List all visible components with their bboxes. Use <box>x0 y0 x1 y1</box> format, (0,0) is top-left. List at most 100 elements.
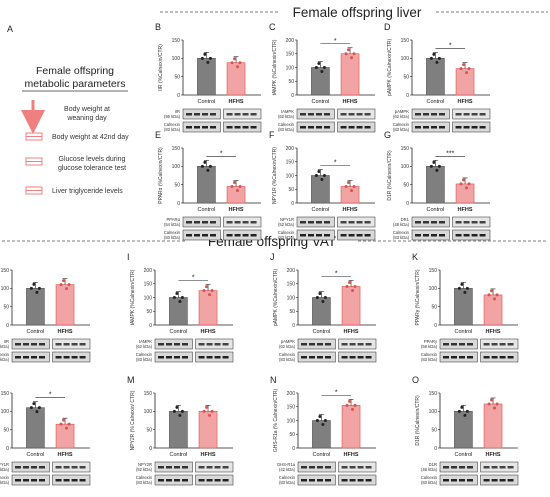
y-tick-label: 100 <box>287 418 296 424</box>
blot-band <box>451 343 457 346</box>
blot-band <box>300 221 306 224</box>
blot-band <box>483 466 490 469</box>
panel-letter: G <box>384 130 391 140</box>
panel-g: G D1R (%Calnexin/CTR) 0 50 100 150 Control HFHS… <box>384 130 491 241</box>
category-label: Control <box>170 452 188 458</box>
calnexin-band <box>341 356 348 359</box>
calnexin-band <box>463 126 470 129</box>
data-point <box>65 426 69 430</box>
category-label: Control <box>170 329 188 335</box>
calnexin-band <box>63 356 70 359</box>
blot-band <box>234 221 241 224</box>
calnexin-strip-hfhs <box>452 229 491 241</box>
calnexin-band <box>234 234 241 237</box>
calnexin-band <box>206 479 213 482</box>
blot-target-kda: (62 kDa) <box>393 114 410 119</box>
calnexin-label: Calnexin <box>0 475 10 480</box>
calnexin-band <box>356 126 363 129</box>
data-point <box>347 181 351 184</box>
bar-hfhs <box>226 186 246 204</box>
data-point <box>344 52 348 56</box>
blot-band <box>206 343 213 346</box>
category-label: HFHS <box>344 329 359 335</box>
blot-band <box>467 466 473 469</box>
data-point <box>175 405 179 409</box>
blot-band <box>340 113 347 116</box>
y-tick-label: 100 <box>429 409 438 415</box>
calnexin-band <box>348 126 355 129</box>
calnexin-band <box>467 479 473 482</box>
calnexin-band <box>158 479 164 482</box>
calnexin-kda: (83 kDa) <box>393 127 410 132</box>
data-point <box>465 286 469 290</box>
data-point <box>37 286 41 290</box>
category-label: Control <box>198 99 216 105</box>
data-point <box>200 164 204 168</box>
calnexin-band <box>356 234 363 237</box>
calnexin-strip-hfhs <box>337 229 376 241</box>
blot-band <box>63 343 70 346</box>
data-point <box>347 48 351 52</box>
calnexin-band <box>15 356 21 359</box>
y-tick-label: 50 <box>146 427 152 433</box>
calnexin-band <box>158 356 164 359</box>
blot-band <box>439 113 445 116</box>
calnexin-strip-control <box>11 474 50 486</box>
data-point <box>178 413 182 417</box>
category-label: Control <box>455 452 473 458</box>
calnexin-band <box>471 126 478 129</box>
data-point <box>344 185 348 188</box>
data-point <box>236 65 240 69</box>
y-tick-label: 0 <box>291 201 294 207</box>
calnexin-band <box>301 356 307 359</box>
calnexin-band <box>357 356 364 359</box>
y-tick-label: 50 <box>3 427 9 433</box>
calnexin-band <box>491 479 498 482</box>
blot-band <box>439 221 445 224</box>
bar-hfhs <box>483 294 503 326</box>
y-tick-label: 0 <box>6 446 9 452</box>
panel-o: O D1R (%Calnexin/CTR) 0 50 100 150 Control HFHS… <box>412 375 519 486</box>
calnexin-strip-hfhs <box>452 121 491 133</box>
data-point <box>35 290 39 294</box>
blot-strip-hfhs <box>338 461 377 473</box>
blot-band <box>463 221 470 224</box>
calnexin-band <box>308 234 314 237</box>
blot-band <box>55 466 62 469</box>
blot-band <box>341 343 348 346</box>
y-tick-label: 0 <box>292 446 295 452</box>
calnexin-band <box>443 356 449 359</box>
blot-target-kda: (48 kDa) <box>421 467 438 472</box>
legend-title-line2: metabolic parameters <box>25 78 126 90</box>
panel-e: E PPARα (%Calnexin/CTR) 0 50 100 150 Control HF… <box>155 130 262 241</box>
panel-l: LNPY1R (% Calnexin/ CTR)050100150Control… <box>0 391 91 486</box>
blot-band <box>23 466 29 469</box>
significance-marker: * <box>335 389 338 396</box>
calnexin-band <box>451 356 457 359</box>
blot-band <box>455 221 462 224</box>
blot-band <box>324 221 330 224</box>
blot-band <box>316 221 322 224</box>
data-point <box>323 419 327 422</box>
bar-control <box>26 288 45 326</box>
calnexin-strip-hfhs <box>52 474 91 486</box>
panel-n: N GHS-R1a (% Calnexin/CTR) 0 50 100 150 200 Con… <box>270 375 377 486</box>
data-point <box>32 402 36 406</box>
data-point <box>233 57 237 61</box>
data-point <box>463 290 467 294</box>
calnexin-band <box>250 126 257 129</box>
data-point <box>465 409 469 413</box>
y-tick-label: 0 <box>6 323 9 329</box>
blot-band <box>356 221 363 224</box>
category-label: HFHS <box>229 99 244 105</box>
y-tick-label: 200 <box>286 146 295 152</box>
category-label: Control <box>427 99 445 105</box>
panel-f: F NPY1R (%Calnexin/CTR) 0 50 100 150 200 Contro… <box>269 130 376 241</box>
blot-band <box>325 466 331 469</box>
panel-letter: B <box>155 22 161 32</box>
blot-band <box>499 343 506 346</box>
y-tick-label: 200 <box>287 268 296 274</box>
data-point <box>62 418 66 422</box>
data-point <box>210 289 214 293</box>
blot-band <box>349 343 356 346</box>
